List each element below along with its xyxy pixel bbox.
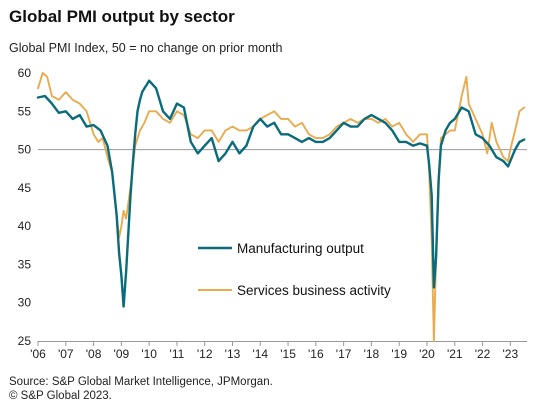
x-tick-label: '15: [280, 347, 296, 361]
x-tick-label: '10: [141, 347, 157, 361]
x-tick-label: '18: [364, 347, 380, 361]
x-tick-label: '17: [336, 347, 352, 361]
y-tick-label: 30: [18, 296, 32, 310]
legend: Manufacturing output Services business ac…: [198, 241, 391, 298]
y-tick-label: 25: [18, 334, 32, 348]
axes: 25 30 35 40 45 50 55 60 '06 '07 '08 '09 '10 '11 '12 '13…: [18, 66, 527, 361]
y-tick-label: 35: [18, 257, 32, 271]
series-line-services: [37, 72, 526, 342]
x-tick-label: '20: [419, 347, 435, 361]
legend-label: Manufacturing output: [237, 241, 364, 256]
x-tick-label: '08: [86, 347, 102, 361]
x-tick-label: '14: [252, 347, 268, 361]
x-tick-label: '16: [308, 347, 324, 361]
x-tick-label: '11: [170, 347, 185, 361]
x-tick-label: '19: [391, 347, 407, 361]
x-tick-label: '12: [197, 347, 213, 361]
legend-item-services: Services business activity: [198, 283, 391, 298]
x-tick-label: '21: [447, 347, 463, 361]
series-line-manufacturing: [36, 79, 526, 308]
x-tick-label: '23: [503, 347, 519, 361]
x-tick-label: '09: [114, 347, 130, 361]
x-tick-label: '06: [30, 347, 46, 361]
y-tick-label: 60: [18, 66, 32, 80]
series-lines: [36, 72, 526, 342]
chart-title: Global PMI output by sector: [9, 7, 235, 26]
x-tick-label: '07: [58, 347, 74, 361]
source-line-2: © S&P Global 2023.: [9, 390, 112, 402]
chart-subtitle: Global PMI Index, 50 = no change on prio…: [9, 41, 283, 55]
y-tick-label: 55: [18, 104, 32, 118]
y-tick-label: 40: [18, 219, 32, 233]
x-tick-label: '22: [475, 347, 491, 361]
y-tick-label: 50: [18, 143, 32, 157]
legend-item-manufacturing: Manufacturing output: [198, 241, 364, 256]
x-tick-label: '13: [225, 347, 241, 361]
y-tick-label: 45: [18, 181, 32, 195]
source-note: Source: S&P Global Market Intelligence, …: [9, 375, 273, 403]
legend-label: Services business activity: [237, 283, 391, 298]
source-line-1: Source: S&P Global Market Intelligence, …: [9, 376, 273, 388]
